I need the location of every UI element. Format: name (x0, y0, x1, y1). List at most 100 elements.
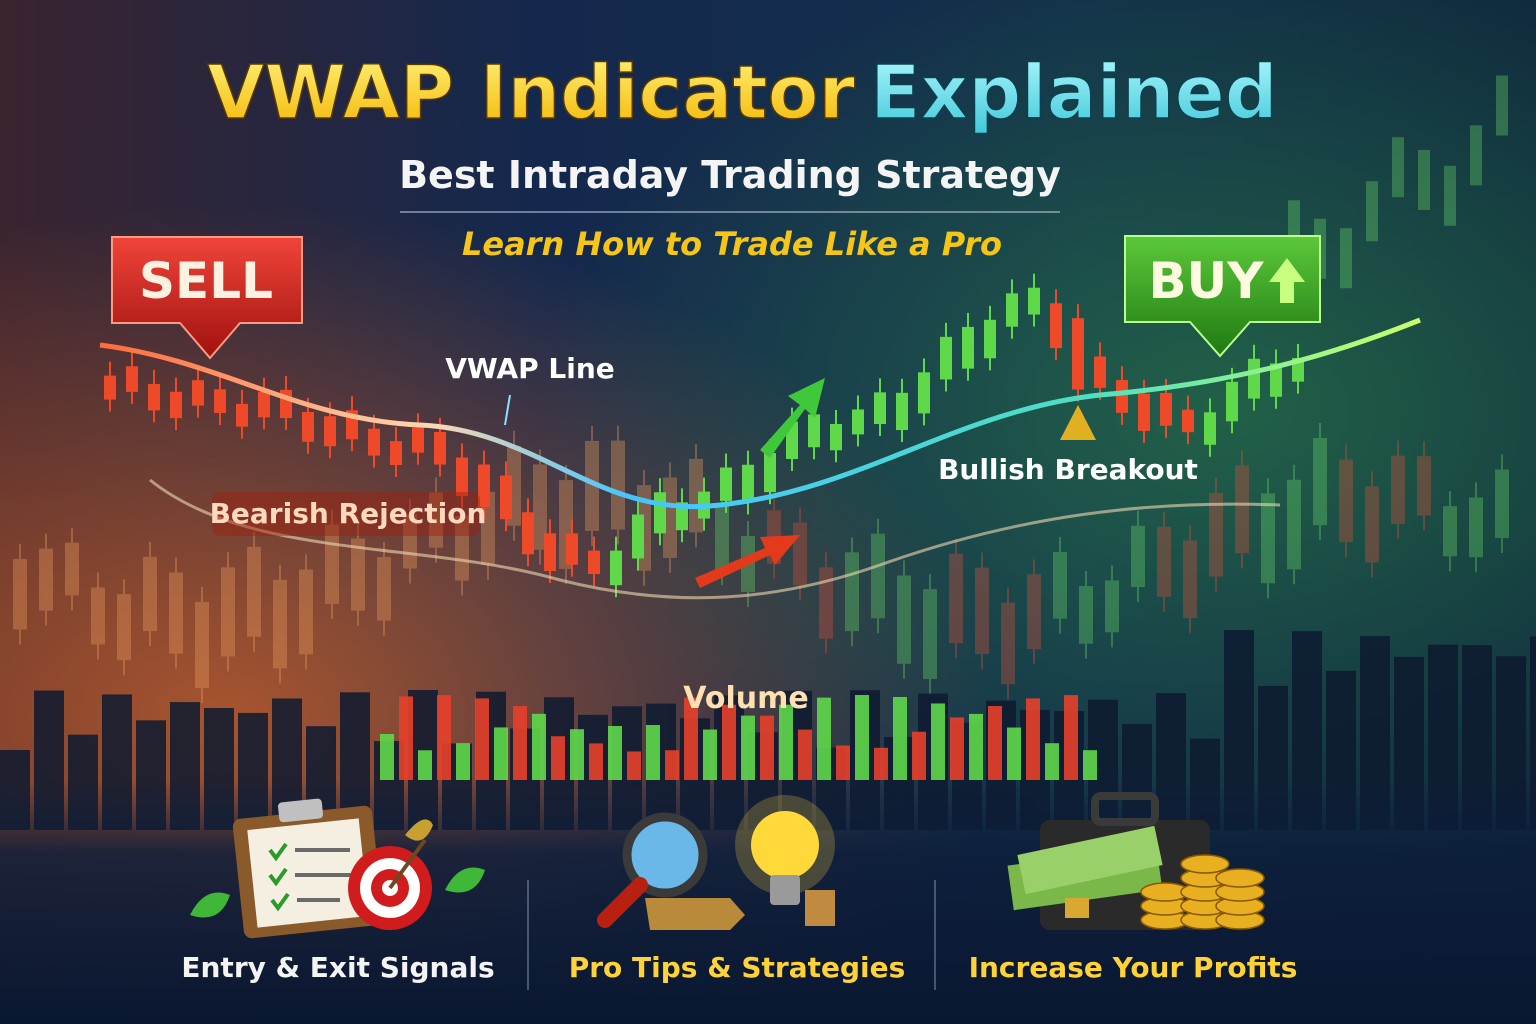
volume-bar (589, 743, 603, 780)
pointer (504, 394, 511, 426)
bg-candle (585, 440, 599, 531)
candle (1072, 318, 1084, 390)
lower-band (149, 478, 1281, 600)
bg-candle (1365, 486, 1379, 563)
candle (324, 416, 336, 447)
bg-candle (1053, 551, 1067, 619)
volume-bars (380, 695, 1097, 780)
briefcase-handle (1091, 792, 1159, 826)
volume-bar (874, 747, 888, 780)
candle (302, 412, 314, 442)
title-main: VWAP Indicator (207, 50, 855, 136)
volume-bar (380, 734, 394, 780)
bg-candle (1157, 526, 1171, 597)
feature-label: Entry & Exit Signals (181, 951, 494, 984)
volume-bar (513, 706, 527, 780)
volume-bar (1026, 698, 1040, 780)
candle (258, 391, 270, 418)
tagline: Learn How to Trade Like a Pro (462, 225, 1002, 263)
clip (277, 798, 324, 823)
bg-candle (1027, 574, 1041, 650)
bg-candle (39, 548, 53, 611)
bg-candle (377, 557, 391, 621)
bg-candle (1496, 75, 1508, 136)
bg-candle (1183, 540, 1197, 619)
base (645, 898, 745, 930)
leaf (190, 892, 230, 918)
label-bg (212, 492, 480, 536)
candle (1248, 358, 1260, 399)
candle (676, 502, 688, 531)
bg-candle (949, 553, 963, 644)
bg-candle (1235, 465, 1249, 554)
candle (984, 319, 996, 359)
candle (1050, 303, 1062, 349)
bg-candle (13, 558, 27, 630)
volume-bar (456, 743, 470, 780)
candle (1138, 393, 1150, 431)
bg-candle (819, 567, 833, 639)
bg-candle (221, 567, 235, 657)
bg-candle (1287, 479, 1301, 570)
buy-arrow (1269, 258, 1305, 303)
bg-candle (1417, 456, 1431, 516)
candle (830, 423, 842, 451)
candle (874, 392, 886, 425)
bg-candle (1495, 469, 1509, 539)
volume-bar (1064, 695, 1078, 780)
volume-bar (836, 745, 850, 780)
volume-label: Volume (683, 681, 808, 716)
buy-label: BUY (1149, 252, 1265, 310)
candle (214, 389, 226, 414)
candle (610, 550, 622, 586)
bulb-base (770, 875, 800, 905)
sell-box (111, 236, 303, 360)
candle (1094, 356, 1106, 388)
candle (852, 409, 864, 435)
bg-candle (1001, 602, 1015, 685)
bg-candle (1391, 455, 1405, 524)
buy-box (1124, 235, 1321, 358)
bg-candle (975, 567, 989, 655)
candle (412, 427, 424, 453)
candle (632, 514, 644, 559)
bg-candle (325, 524, 339, 604)
sell-badge: SELL (111, 236, 303, 360)
candle (368, 428, 380, 456)
leaf (405, 819, 433, 841)
bg-candle (715, 505, 729, 571)
subtitle: Best Intraday Trading Strategy (399, 153, 1061, 197)
volume-bar (1083, 750, 1097, 780)
volume-bar (950, 717, 964, 780)
candle (148, 383, 160, 411)
candle (940, 336, 952, 380)
feature-label: Increase Your Profits (969, 951, 1298, 984)
title-accent: Explained (870, 50, 1278, 136)
volume-bar (399, 696, 413, 780)
volume-bar (684, 697, 698, 780)
candle (1226, 381, 1238, 422)
lines (295, 848, 352, 902)
candle (500, 475, 512, 520)
marker (1060, 405, 1096, 440)
volume-bar (969, 713, 983, 780)
bg-candle (1209, 492, 1223, 577)
candle (962, 326, 974, 369)
coin (1215, 868, 1265, 888)
feature-label: Pro Tips & Strategies (569, 951, 906, 984)
paper (247, 818, 369, 928)
volume-bar (570, 729, 584, 780)
magnifier (622, 812, 708, 898)
bg-candle (195, 601, 209, 689)
candle (456, 457, 468, 497)
bg-candle (1418, 149, 1430, 210)
candle (654, 492, 666, 534)
bg-candle (793, 522, 807, 586)
bullish-label: Bullish Breakout (938, 453, 1198, 486)
building (1530, 636, 1536, 830)
sell-label: SELL (139, 252, 273, 310)
bg-candle (247, 546, 261, 637)
coins (1140, 854, 1265, 930)
